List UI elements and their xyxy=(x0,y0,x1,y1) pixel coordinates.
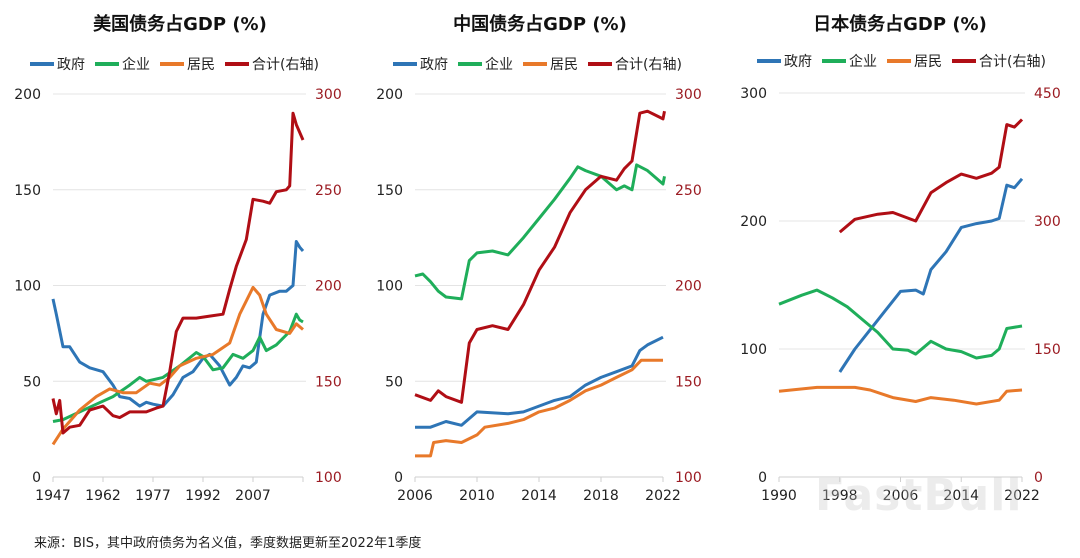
y-tick-label: 200 xyxy=(376,87,403,103)
legend-item: 合计(右轴) xyxy=(952,54,1046,70)
y2-tick-label: 250 xyxy=(315,183,342,199)
series-line-gov xyxy=(838,177,1024,373)
legend-label: 居民 xyxy=(187,57,215,73)
legend-label: 政府 xyxy=(57,57,85,73)
x-tick-label: 2014 xyxy=(943,488,979,504)
legend-label: 居民 xyxy=(914,54,942,70)
series-line-hh xyxy=(51,285,304,446)
y-tick-label: 0 xyxy=(32,470,41,486)
x-tick-label: 1992 xyxy=(185,488,221,504)
x-tick-label: 2006 xyxy=(883,488,919,504)
chart-1: 美国债务占GDP (%) 政府 企业 居民 合计(右轴) 0 50 100 150 200 100 1… xyxy=(14,13,341,504)
chart-3: 日本债务占GDP (%) 政府 企业 居民 合计(右轴) 0 100 200 300 0 150 30… xyxy=(740,13,1060,504)
y2-tick-label: 150 xyxy=(1034,342,1061,358)
legend-item: 政府 xyxy=(393,57,448,73)
y-tick-label: 300 xyxy=(740,86,767,102)
x-tick-label: 2010 xyxy=(459,488,495,504)
y2-tick-label: 100 xyxy=(675,470,702,486)
x-tick-label: 1947 xyxy=(35,488,71,504)
legend-item: 企业 xyxy=(822,53,877,70)
legend-label: 政府 xyxy=(784,54,812,70)
y-tick-label: 100 xyxy=(740,342,767,358)
y-tick-label: 0 xyxy=(394,470,403,486)
y-tick-label: 150 xyxy=(376,183,403,199)
series-line-hh xyxy=(415,358,663,458)
chart-title: 中国债务占GDP (%) xyxy=(453,13,627,35)
legend-item: 政府 xyxy=(30,57,85,73)
y-tick-label: 0 xyxy=(758,470,767,486)
legend-item: 企业 xyxy=(458,56,513,73)
y2-tick-label: 250 xyxy=(675,183,702,199)
legend-item: 合计(右轴) xyxy=(225,57,319,73)
legend-item: 居民 xyxy=(160,57,215,73)
source-note: 来源：BIS，其中政府债务为名义值，季度数据更新至2022年1季度 xyxy=(34,536,422,551)
series-line-total xyxy=(51,111,305,435)
y2-tick-label: 300 xyxy=(675,87,702,103)
x-tick-label: 2022 xyxy=(645,488,681,504)
y2-tick-label: 100 xyxy=(315,470,342,486)
x-tick-label: 2022 xyxy=(1004,488,1040,504)
series-line-corp xyxy=(52,312,304,423)
series-line-total xyxy=(414,109,666,404)
x-tick-label: 1962 xyxy=(85,488,121,504)
x-tick-label: 1977 xyxy=(135,488,171,504)
y-tick-label: 200 xyxy=(14,87,41,103)
series-line-gov xyxy=(415,335,664,429)
chart-title: 美国债务占GDP (%) xyxy=(93,13,267,35)
series-line-total xyxy=(838,118,1024,234)
legend-label: 企业 xyxy=(485,56,513,73)
series-line-corp xyxy=(414,163,666,301)
y2-tick-label: 150 xyxy=(675,374,702,390)
legend-label: 企业 xyxy=(122,56,150,73)
legend-item: 政府 xyxy=(757,54,812,70)
x-tick-label: 2006 xyxy=(397,488,433,504)
legend-item: 企业 xyxy=(95,56,150,73)
legend-item: 居民 xyxy=(887,54,942,70)
legend-label: 政府 xyxy=(420,57,448,73)
legend-label: 合计(右轴) xyxy=(252,57,319,73)
series-line-gov xyxy=(51,240,305,408)
x-tick-label: 2018 xyxy=(583,488,619,504)
x-tick-label: 2007 xyxy=(235,488,271,504)
y2-tick-label: 200 xyxy=(675,279,702,295)
legend-label: 合计(右轴) xyxy=(979,54,1046,70)
x-tick-label: 1990 xyxy=(761,488,797,504)
legend-label: 居民 xyxy=(550,57,578,73)
legend-item: 合计(右轴) xyxy=(588,57,682,73)
y2-tick-label: 300 xyxy=(1034,214,1061,230)
y-tick-label: 50 xyxy=(385,374,403,390)
y-tick-label: 50 xyxy=(23,374,41,390)
y-tick-label: 150 xyxy=(14,183,41,199)
y2-tick-label: 0 xyxy=(1034,470,1043,486)
series-line-hh xyxy=(778,385,1023,406)
chart-title: 日本债务占GDP (%) xyxy=(813,13,987,35)
y-tick-label: 200 xyxy=(740,214,767,230)
y2-tick-label: 150 xyxy=(315,374,342,390)
chart-2: 中国债务占GDP (%) 政府 企业 居民 合计(右轴) 0 50 100 150 200 100 1… xyxy=(376,13,701,504)
watermark: FastBull xyxy=(815,470,1023,521)
y-tick-label: 100 xyxy=(14,279,41,295)
y2-tick-label: 450 xyxy=(1034,86,1061,102)
x-tick-label: 2014 xyxy=(521,488,557,504)
legend-label: 企业 xyxy=(849,53,877,70)
legend-item: 居民 xyxy=(523,57,578,73)
series-line-corp xyxy=(778,288,1023,360)
x-tick-label: 1998 xyxy=(822,488,858,504)
legend-label: 合计(右轴) xyxy=(615,57,682,73)
y2-tick-label: 300 xyxy=(315,87,342,103)
y2-tick-label: 200 xyxy=(315,279,342,295)
y-tick-label: 100 xyxy=(376,279,403,295)
